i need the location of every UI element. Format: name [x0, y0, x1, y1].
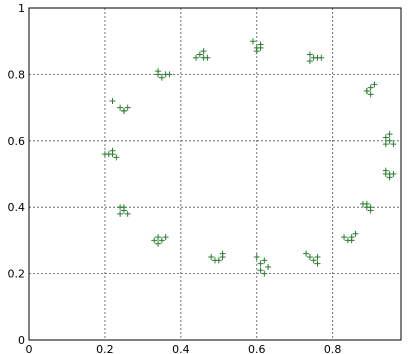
data-point — [212, 257, 218, 264]
data-point — [341, 234, 348, 241]
data-point — [257, 44, 264, 51]
data-point — [253, 254, 260, 260]
data-point — [166, 71, 173, 78]
data-point — [113, 154, 120, 161]
data-point — [386, 131, 393, 138]
data-point — [155, 234, 162, 241]
data-point — [306, 58, 313, 65]
data-point — [310, 257, 317, 264]
data-point — [109, 97, 116, 104]
data-point — [303, 250, 310, 257]
data-point — [257, 267, 264, 274]
data-point — [117, 210, 124, 217]
data-point — [386, 174, 393, 181]
points-layer — [101, 38, 397, 277]
data-point — [306, 51, 313, 58]
y-axis-tick-labels: 0 0.2 0.4 0.6 0.8 1 — [8, 2, 26, 347]
data-point — [120, 107, 127, 114]
data-point — [382, 171, 389, 177]
plot-frame — [28, 7, 402, 341]
data-point — [371, 81, 378, 88]
data-point — [261, 257, 268, 264]
y-tick-label: 0.4 — [8, 201, 26, 214]
y-tick-label: 0.2 — [8, 268, 26, 281]
data-point — [208, 254, 215, 260]
data-point — [158, 237, 165, 244]
data-point — [367, 91, 374, 98]
data-point — [105, 151, 112, 158]
data-point — [261, 270, 268, 277]
data-point — [219, 250, 226, 257]
data-point — [257, 260, 264, 267]
data-point — [249, 38, 256, 45]
data-point — [352, 230, 359, 237]
x-axis-tick-labels: 0 0.2 0.4 0.6 0.8 — [26, 343, 342, 354]
data-point — [162, 234, 169, 241]
data-point — [367, 207, 374, 214]
x-tick-label: 0.8 — [324, 343, 342, 354]
data-point — [306, 254, 313, 260]
data-point — [151, 237, 158, 244]
data-point — [367, 84, 374, 91]
data-point — [314, 254, 321, 260]
data-point — [155, 240, 162, 247]
data-point — [382, 141, 389, 148]
data-point — [117, 104, 124, 111]
data-point — [390, 141, 397, 148]
data-point — [344, 237, 351, 244]
data-point — [363, 200, 370, 207]
data-point — [382, 134, 389, 141]
data-point — [196, 51, 203, 58]
data-point — [200, 54, 207, 61]
data-point — [265, 263, 272, 270]
x-tick-label: 0.4 — [172, 343, 190, 354]
x-tick-label: 0 — [26, 343, 33, 354]
data-point — [363, 88, 370, 94]
grid-layer — [29, 8, 401, 340]
data-point — [348, 234, 355, 241]
y-tick-label: 1 — [18, 2, 25, 15]
data-point — [124, 104, 131, 111]
x-tick-label: 0.2 — [96, 343, 114, 354]
data-point — [158, 74, 165, 81]
data-point — [120, 204, 127, 211]
data-point — [314, 260, 321, 267]
y-tick-label: 0 — [18, 334, 25, 347]
data-point — [193, 54, 200, 61]
data-point — [386, 137, 393, 144]
y-tick-label: 0.8 — [8, 68, 26, 81]
data-point — [124, 210, 131, 217]
data-point — [390, 171, 397, 177]
data-point — [253, 48, 260, 55]
x-tick-label: 0.6 — [248, 343, 266, 354]
y-tick-label: 0.6 — [8, 135, 26, 148]
data-point — [155, 71, 162, 78]
data-point — [318, 54, 325, 61]
data-point — [200, 48, 207, 55]
